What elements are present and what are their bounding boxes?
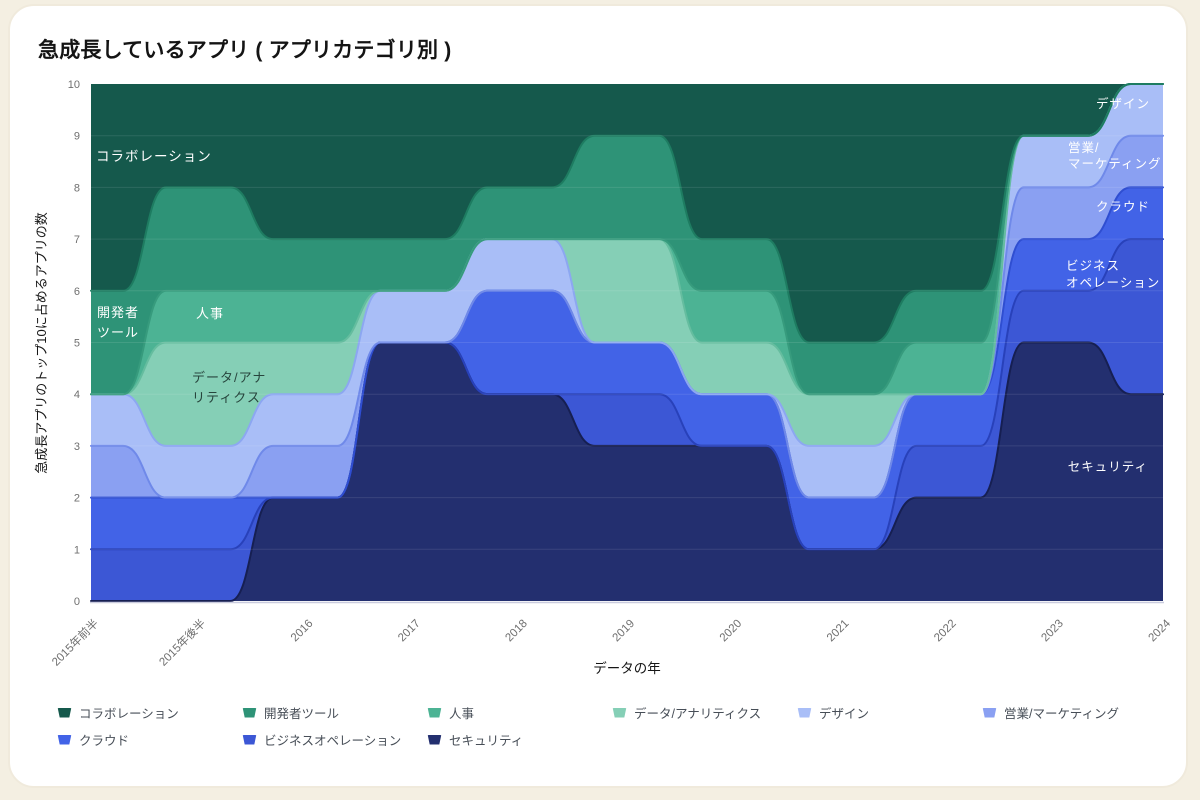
legend-swatch-icon — [57, 734, 72, 745]
legend-label: データ/アナリティクス — [634, 707, 762, 721]
y-tick-label: 2 — [74, 493, 80, 505]
legend-label: 人事 — [449, 707, 475, 721]
area-ビジネスオペレーション[interactable] — [91, 239, 1163, 601]
area-セキュリティ[interactable] — [91, 342, 1163, 602]
legend-item-データ/アナリティクス[interactable]: データ/アナリティクス — [612, 703, 761, 722]
area-データ/アナリティクス[interactable] — [91, 84, 1163, 446]
legend-item-開発者ツール[interactable]: 開発者ツール — [242, 703, 339, 722]
legend-item-人事[interactable]: 人事 — [427, 703, 474, 722]
legend-item-ビジネスオペレーション[interactable]: ビジネスオペレーション — [242, 730, 401, 749]
legend-label: セキュリティ — [449, 734, 524, 748]
legend-item-クラウド[interactable]: クラウド — [57, 730, 129, 749]
y-tick-label: 4 — [74, 389, 80, 401]
y-tick-label: 0 — [74, 596, 80, 608]
series-label: 営業/ — [1068, 140, 1099, 155]
area-コラボレーション[interactable] — [91, 84, 1163, 343]
legend-swatch-icon — [427, 734, 442, 745]
series-label: データ/アナ — [192, 370, 266, 385]
legend-label: クラウド — [79, 734, 130, 748]
series-label: オペレーション — [1066, 276, 1160, 290]
series-label: リティクス — [192, 390, 261, 405]
series-label: 開発者 — [97, 305, 139, 320]
y-tick-label: 6 — [74, 286, 80, 298]
y-tick-label: 9 — [74, 131, 80, 143]
series-label: コラボレーション — [96, 149, 212, 164]
legend-label: 営業/マーケティング — [1004, 707, 1119, 721]
area-edge-開発者ツール — [90, 83, 1164, 344]
series-label: 人事 — [196, 306, 224, 321]
legend-label: デザイン — [819, 707, 870, 721]
legend-swatch-icon — [57, 707, 72, 718]
y-tick-label: 10 — [68, 79, 80, 91]
area-営業/マーケティング[interactable] — [91, 135, 1163, 498]
legend-swatch-icon — [612, 707, 627, 718]
series-label: セキュリティ — [1068, 460, 1148, 474]
legend-item-デザイン[interactable]: デザイン — [797, 703, 869, 722]
legend-swatch-icon — [797, 707, 812, 718]
y-axis-title: 急成長アプリのトップ10に占めるアプリの数 — [34, 212, 49, 473]
legend-item-コラボレーション[interactable]: コラボレーション — [57, 703, 179, 722]
series-label: ツール — [97, 325, 139, 340]
legend-swatch-icon — [242, 734, 257, 745]
y-tick-label: 3 — [74, 441, 80, 453]
legend-label: 開発者ツール — [264, 707, 340, 721]
series-label: ビジネス — [1066, 259, 1120, 273]
legend-swatch-icon — [982, 707, 997, 718]
page-title: 急成長しているアプリ ( アプリカテゴリ別 ) — [38, 39, 452, 62]
legend-swatch-icon — [427, 707, 442, 718]
y-tick-label: 7 — [74, 234, 80, 246]
legend-item-営業/マーケティング[interactable]: 営業/マーケティング — [982, 703, 1119, 722]
legend-label: ビジネスオペレーション — [264, 734, 402, 748]
area-edge-データ/アナリティクス — [90, 83, 1164, 396]
series-label: クラウド — [1096, 200, 1150, 214]
legend-item-セキュリティ[interactable]: セキュリティ — [427, 730, 523, 749]
y-tick-label: 8 — [74, 182, 80, 194]
y-tick-label: 1 — [74, 544, 80, 556]
x-axis-title: データの年 — [593, 660, 661, 676]
area-クラウド[interactable] — [91, 187, 1163, 550]
y-tick-label: 5 — [74, 338, 80, 350]
chart-legend: コラボレーション 開発者ツール 人事 データ/アナリティクス デザイン 営業/マーケティン… — [57, 703, 1119, 749]
series-label: マーケティング — [1068, 157, 1162, 171]
area-edge-セキュリティ — [90, 341, 1164, 602]
legend-swatch-icon — [242, 707, 257, 718]
area-edge-人事 — [90, 83, 1164, 396]
legend-label: コラボレーション — [79, 707, 179, 721]
series-label: デザイン — [1096, 96, 1150, 111]
